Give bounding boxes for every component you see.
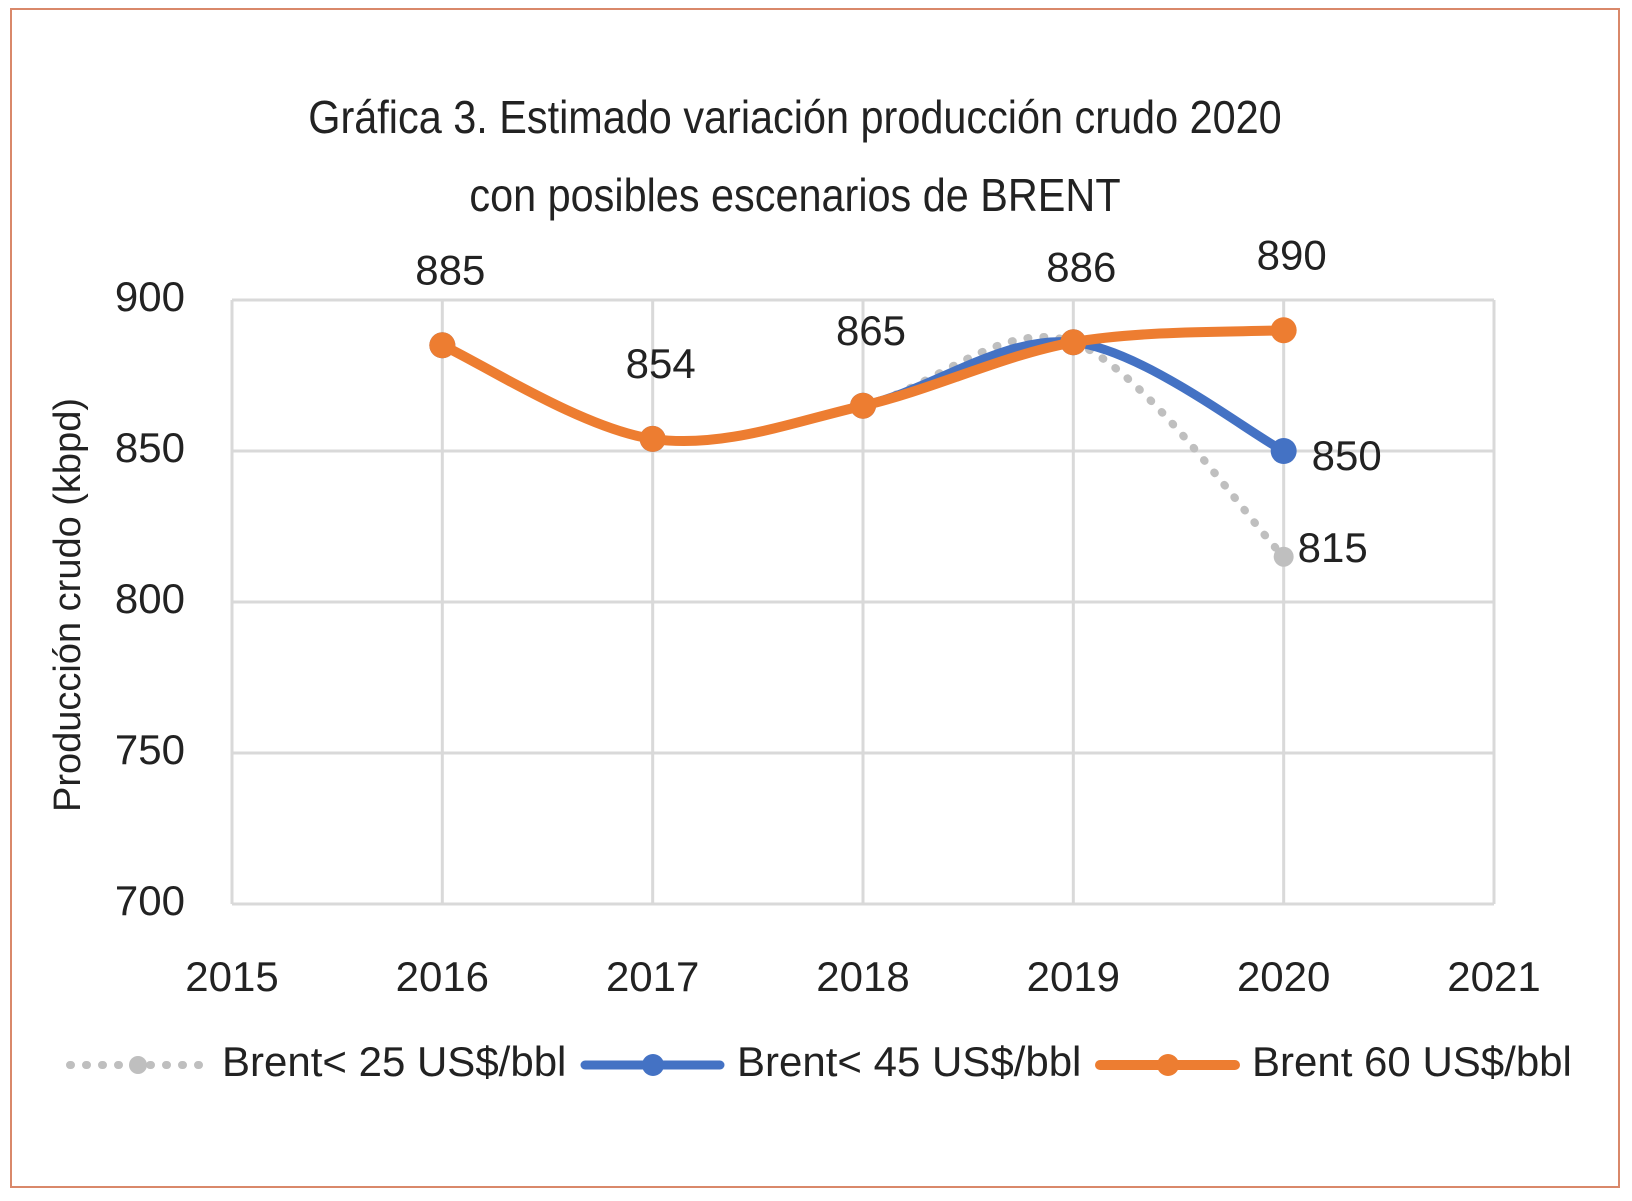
x-tick-label: 2018 (816, 953, 909, 1000)
x-tick-label: 2019 (1027, 953, 1120, 1000)
y-tick-label: 850 (115, 424, 185, 471)
legend-label: Brent 60 US$/bbl (1252, 1038, 1572, 1085)
data-label: 854 (626, 340, 696, 387)
legend-marker (1157, 1054, 1179, 1076)
y-tick-label: 900 (115, 273, 185, 320)
data-label: 850 (1312, 432, 1382, 479)
x-tick-label: 2020 (1237, 953, 1330, 1000)
x-tick-label: 2016 (396, 953, 489, 1000)
point-marker (1273, 546, 1294, 567)
data-label: 865 (836, 307, 906, 354)
y-tick-label: 750 (115, 726, 185, 773)
y-tick-label: 700 (115, 877, 185, 924)
y-tick-label: 800 (115, 575, 185, 622)
point-marker (1060, 329, 1087, 356)
point-marker (1270, 317, 1297, 344)
legend-marker (129, 1056, 147, 1074)
legend-label: Brent< 45 US$/bbl (737, 1038, 1081, 1085)
y-axis-title: Producción crudo (kbpd) (47, 398, 89, 812)
legend-marker (642, 1054, 664, 1076)
data-label: 890 (1257, 231, 1327, 278)
point-marker (850, 392, 876, 419)
point-marker (639, 425, 666, 452)
data-label: 885 (415, 246, 485, 293)
point-marker (429, 332, 456, 359)
frame (10, 8, 1620, 1188)
chart-title: Gráfica 3. Estimado variación producción… (308, 91, 1282, 221)
legend-label: Brent< 25 US$/bbl (222, 1038, 566, 1085)
x-tick-label: 2015 (185, 953, 278, 1000)
data-label: 815 (1298, 524, 1368, 571)
x-tick-label: 2017 (606, 953, 699, 1000)
x-tick-label: 2021 (1447, 953, 1540, 1000)
point-marker (1270, 438, 1297, 464)
data-label: 886 (1046, 243, 1116, 290)
